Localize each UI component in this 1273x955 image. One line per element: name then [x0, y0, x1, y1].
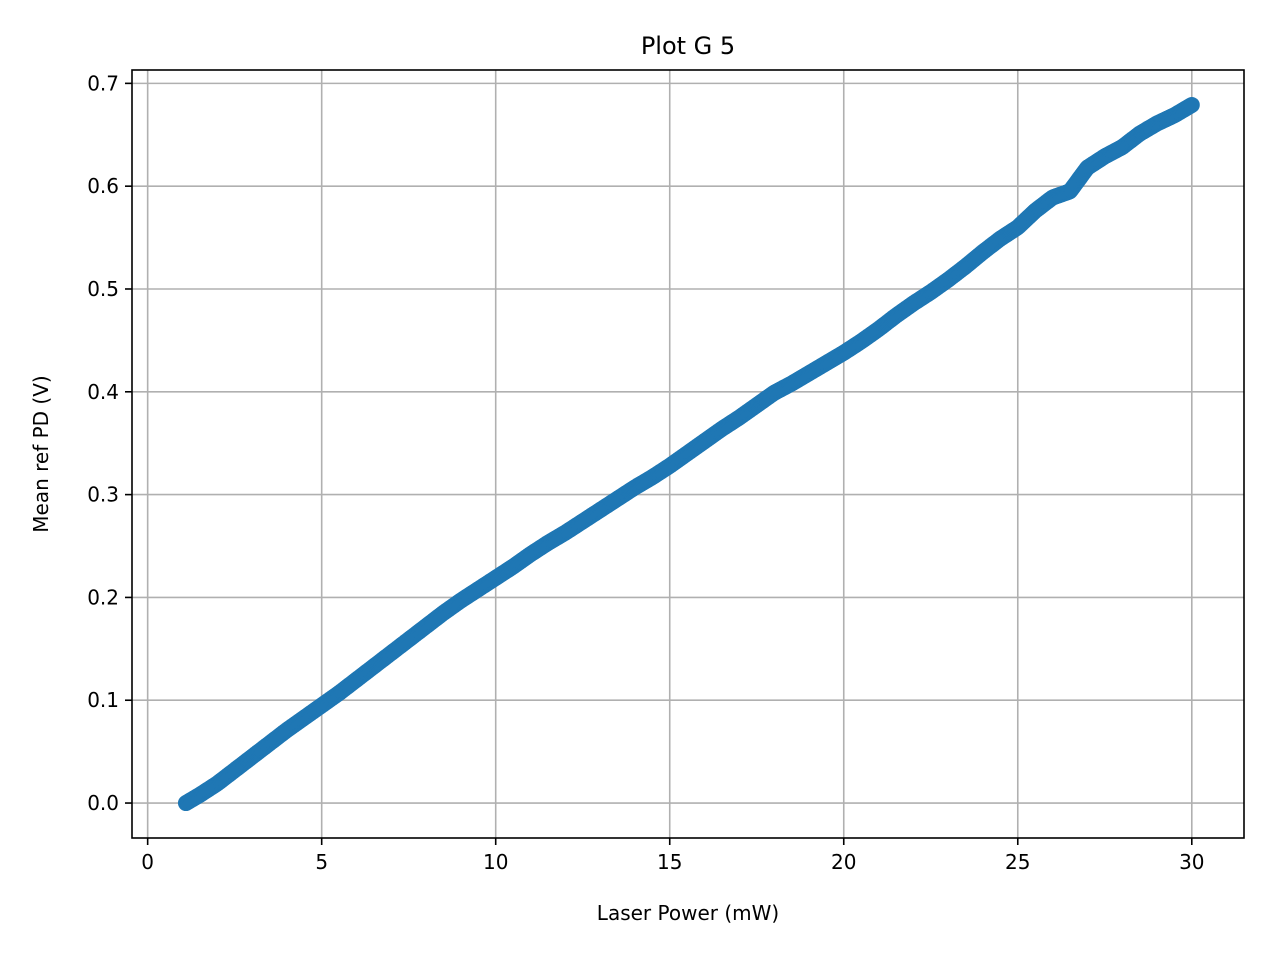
x-axis-label: Laser Power (mW) — [597, 901, 779, 925]
data-point — [1183, 96, 1200, 113]
x-tick-label: 15 — [657, 850, 682, 874]
y-tick-label: 0.1 — [87, 688, 119, 712]
y-axis-label: Mean ref PD (V) — [29, 375, 53, 532]
axis-ticks: 0 5 10 15 20 25 30 0.0 0.1 0.2 0.3 0.4 0.5 0.6 0.7 — [87, 71, 1204, 874]
y-tick-label: 0.4 — [87, 380, 119, 404]
y-tick-label: 0.2 — [87, 585, 119, 609]
x-tick-label: 5 — [315, 850, 328, 874]
chart-title: Plot G 5 — [641, 32, 735, 60]
x-tick-label: 10 — [483, 850, 508, 874]
x-tick-label: 30 — [1179, 850, 1204, 874]
plot-area-frame — [131, 69, 1245, 839]
x-tick-label: 25 — [1005, 850, 1030, 874]
y-tick-label: 0.6 — [87, 174, 119, 198]
x-tick-label: 20 — [831, 850, 856, 874]
y-tick-label: 0.0 — [87, 791, 119, 815]
data-points — [177, 96, 1200, 812]
y-tick-label: 0.5 — [87, 277, 119, 301]
y-tick-label: 0.3 — [87, 483, 119, 507]
y-tick-label: 0.7 — [87, 71, 119, 95]
x-tick-label: 0 — [141, 850, 154, 874]
